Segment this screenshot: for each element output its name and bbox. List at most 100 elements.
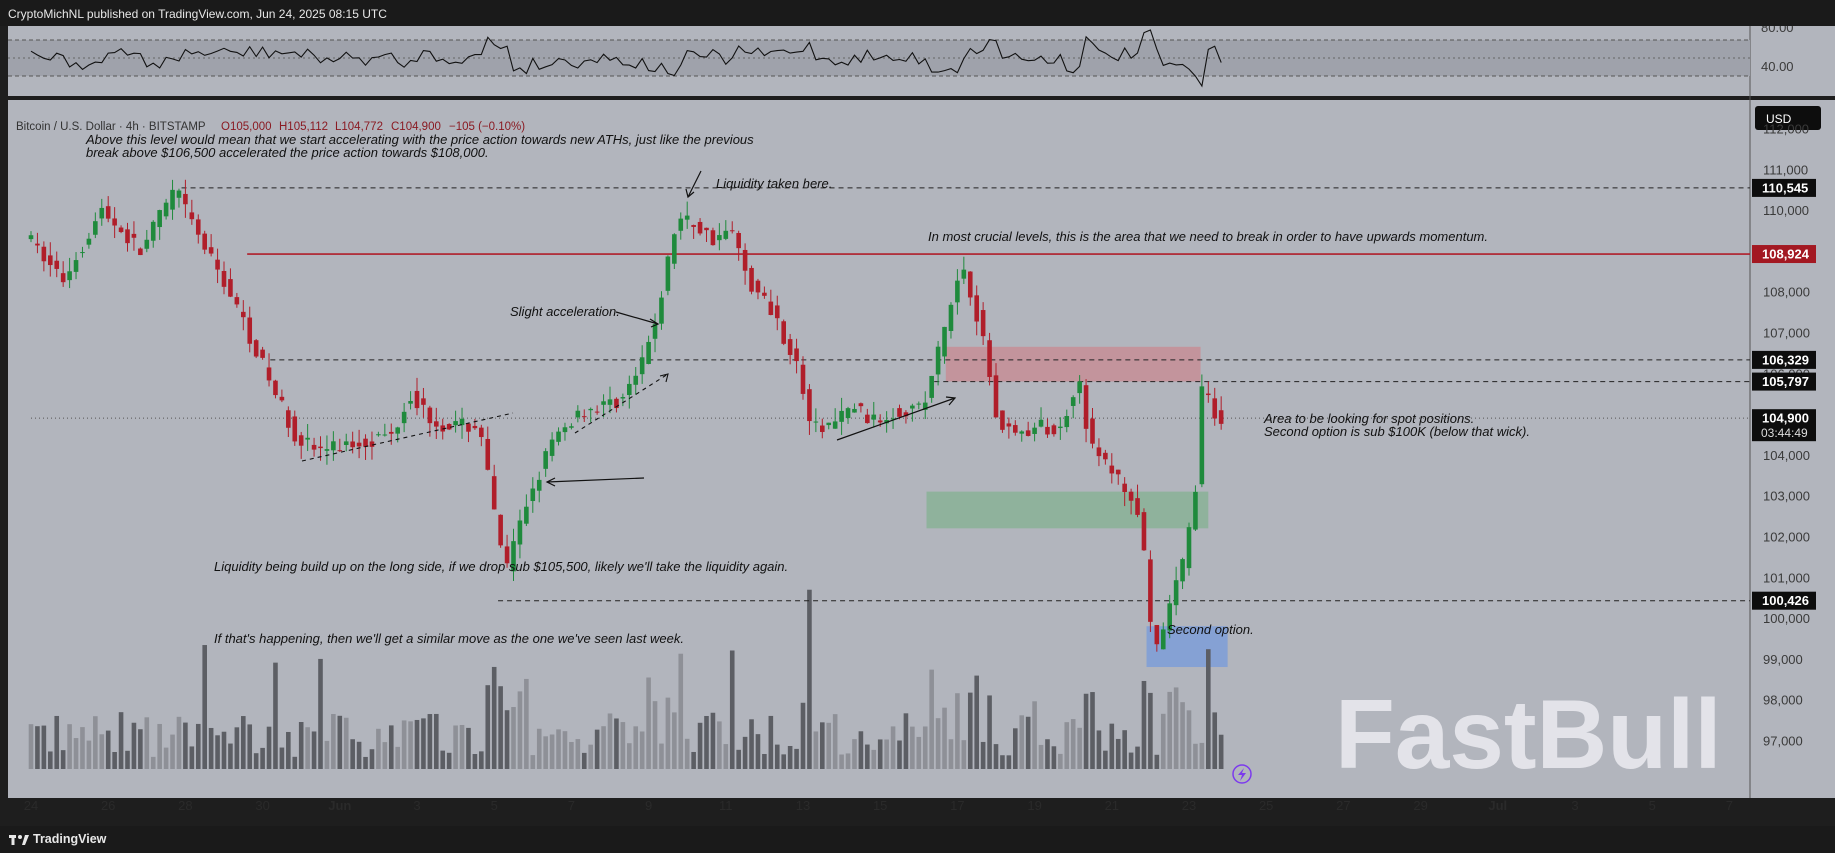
time-tick: Jul (1488, 798, 1507, 813)
spot-zone (926, 491, 1209, 529)
volume-bar (286, 731, 291, 769)
price-tick: 104,000 (1763, 448, 1810, 463)
candle-body (1141, 512, 1147, 551)
volume-bar (1096, 730, 1102, 769)
tradingview-logo-icon (9, 835, 29, 845)
volume-bar (1122, 730, 1127, 769)
time-tick: 23 (1182, 798, 1196, 813)
candle-body (871, 414, 877, 420)
countdown: 03:44:49 (1761, 426, 1808, 440)
price-label: 106,329 (1762, 352, 1809, 367)
candle-body (504, 546, 510, 564)
price-tick: 99,000 (1763, 652, 1803, 667)
candle-body (189, 212, 195, 220)
volume-bar (948, 739, 954, 769)
price-tick: 98,000 (1763, 693, 1803, 708)
note-above-level-2: break above $106,500 accelerated the pri… (86, 145, 489, 160)
candle-body (1109, 465, 1115, 474)
candle-body (73, 260, 79, 272)
time-axis[interactable] (8, 769, 1750, 798)
volume-bar (1218, 734, 1224, 769)
price-tick: 107,000 (1763, 326, 1810, 341)
volume-bar (594, 729, 600, 769)
candle-body (67, 271, 72, 281)
price-scale[interactable] (1750, 100, 1835, 798)
candle-body (581, 416, 587, 418)
candle-body (112, 218, 117, 226)
candle-body (974, 295, 979, 322)
volume-bar (1013, 728, 1018, 769)
candle-body (1006, 423, 1012, 427)
candle-body (1218, 410, 1224, 424)
volume-bar (575, 739, 581, 769)
candle-body (633, 375, 639, 385)
volume-bar (99, 734, 105, 769)
volume-bar (363, 756, 368, 769)
candle-body (807, 389, 812, 422)
candle-body (408, 401, 413, 404)
candle-body (993, 375, 999, 418)
candle-body (710, 230, 716, 246)
legend-open: O105,000 (221, 121, 272, 133)
candle-body (138, 248, 143, 256)
candle-body (659, 297, 664, 324)
volume-bar (742, 736, 748, 769)
volume-bar (935, 718, 941, 769)
volume-bar (369, 749, 375, 769)
volume-bar (916, 736, 922, 769)
candle-body (987, 340, 992, 377)
volume-bar (279, 747, 285, 769)
rsi-tick-40: 40.00 (1761, 59, 1794, 74)
volume-bar (54, 715, 60, 769)
price-panel[interactable] (8, 100, 1750, 769)
candle-body (150, 221, 156, 241)
volume-bar (485, 685, 491, 769)
volume-bar (440, 750, 446, 769)
volume-bar (762, 753, 767, 769)
chart[interactable]: 80.00 40.00 FastBull Above this level wo… (0, 26, 1835, 826)
candle-body (1193, 491, 1198, 530)
volume-bar (1173, 687, 1179, 769)
candle-body (967, 271, 973, 298)
candle-body (60, 273, 66, 283)
time-tick: 30 (255, 798, 269, 813)
candle-body (543, 451, 548, 469)
candle-body (1115, 469, 1121, 475)
candle-body (1083, 385, 1089, 429)
volume-bar (723, 744, 729, 769)
currency-button[interactable] (1755, 106, 1821, 130)
volume-bar (112, 752, 117, 769)
candle-body (286, 410, 291, 428)
volume-bar (1045, 739, 1050, 769)
volume-bar (627, 743, 632, 769)
volume-bar (41, 725, 47, 769)
volume-bar (466, 727, 471, 769)
volume-bar (202, 645, 207, 769)
candle-body (453, 421, 458, 426)
volume-bar (710, 712, 716, 769)
candle-body (794, 348, 799, 362)
volume-bar (382, 742, 388, 769)
candle-body (1096, 447, 1102, 457)
volume-bar (1115, 738, 1121, 769)
volume-bar (131, 722, 137, 769)
price-label-box (1752, 178, 1816, 197)
candle-body (28, 235, 34, 240)
volume-bar (961, 740, 967, 769)
candle-body (202, 233, 207, 250)
time-tick: 5 (1649, 798, 1656, 813)
volume-bar (1090, 692, 1095, 769)
candle-body (845, 408, 851, 419)
volume-bar (427, 714, 433, 769)
volume-bar (1083, 693, 1089, 769)
candle-body (729, 230, 735, 232)
volume-bar (138, 729, 143, 769)
volume-bar (1135, 746, 1140, 769)
volume-bar (324, 740, 330, 769)
volume-bar (434, 713, 439, 769)
candle-body (697, 221, 703, 234)
candle-body (865, 414, 870, 424)
candle-body (241, 311, 246, 318)
candle-body (427, 407, 433, 424)
candle-body (903, 412, 909, 417)
